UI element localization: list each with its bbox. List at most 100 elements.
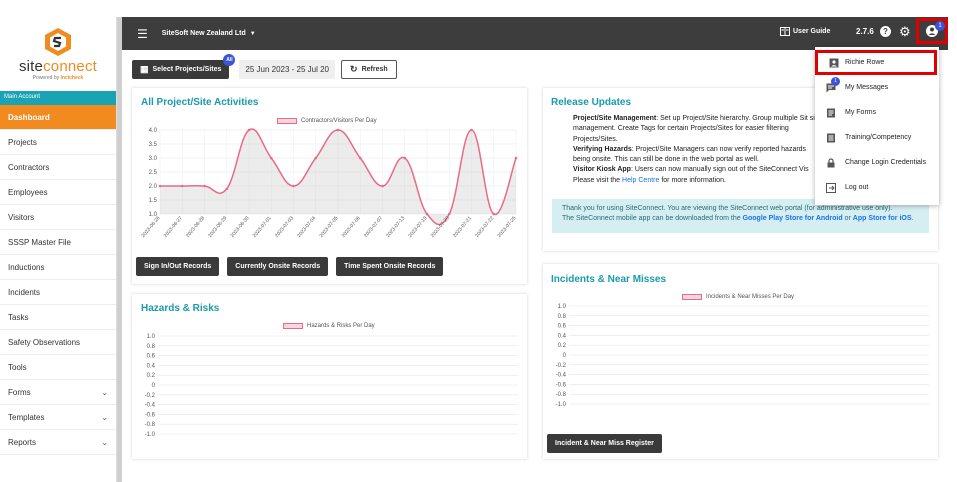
sidebar-item-sssp-master-file[interactable]: SSSP Master File xyxy=(0,230,116,255)
y-tick-label: -0.2 xyxy=(145,393,156,399)
x-tick-label: 2023-06-30 xyxy=(229,215,250,239)
data-point[interactable] xyxy=(269,156,273,160)
user-menu-item-my-forms[interactable]: My Forms xyxy=(815,100,939,125)
sidebar-item-inductions[interactable]: Inductions xyxy=(0,255,116,280)
incidents-chart: 1.0 0.8 0.6 0.4 0.2 0 -0.2 -0.4 -0.6 -0.8 -1.0 xyxy=(556,304,929,408)
top-bar: ☰ SiteSoft New Zealand Ltd ▼ User Guide … xyxy=(122,17,948,50)
data-point[interactable] xyxy=(203,184,206,188)
y-tick-label: 3.0 xyxy=(149,156,158,162)
sidebar-item-incidents[interactable]: Incidents xyxy=(0,280,116,305)
user-menu-label: Change Login Credentials xyxy=(845,159,926,166)
app-store-link[interactable]: App Store for iOS xyxy=(852,215,912,222)
sidebar-item-label: Projects xyxy=(8,137,37,147)
help-icon[interactable]: ? xyxy=(880,26,891,37)
user-menu-item-change-login-credentials[interactable]: Change Login Credentials xyxy=(815,150,939,175)
message-count-badge: 1 xyxy=(831,76,840,86)
x-tick-label: 2023-07-06 xyxy=(341,215,362,239)
data-point[interactable] xyxy=(447,212,451,216)
sidebar-item-visitors[interactable]: Visitors xyxy=(0,205,116,230)
data-point[interactable] xyxy=(158,184,162,188)
help-centre-link[interactable]: Help Centre xyxy=(622,176,660,184)
y-tick-label: 0.8 xyxy=(147,344,156,350)
sidebar-item-forms[interactable]: Forms ⌄ xyxy=(0,380,116,405)
data-point[interactable] xyxy=(425,212,429,216)
user-account-button[interactable]: 1 xyxy=(916,18,948,44)
user-menu-item-training-competency[interactable]: Training/Competency xyxy=(815,125,939,150)
select-projects-button[interactable]: ▦ Select Projects/Sites All xyxy=(132,54,236,79)
data-point[interactable] xyxy=(358,156,362,160)
sidebar-scrollbar[interactable] xyxy=(117,17,122,482)
chevron-down-icon[interactable]: ▼ xyxy=(249,30,256,37)
sidebar-item-label: Templates xyxy=(8,412,45,422)
sidebar-item-reports[interactable]: Reports ⌄ xyxy=(0,430,116,455)
user-menu-item-log-out[interactable]: Log out xyxy=(815,175,939,200)
sidebar-item-contractors[interactable]: Contractors xyxy=(0,155,116,180)
data-point[interactable] xyxy=(492,212,496,216)
sidebar-item-dashboard[interactable]: Dashboard xyxy=(0,105,116,130)
info-line: Thank you for using SiteConnect. You are… xyxy=(562,205,893,212)
y-tick-label: -0.6 xyxy=(145,412,156,418)
select-projects-label: Select Projects/Sites xyxy=(152,66,222,73)
logo: siteconnect Powered by Incicheck xyxy=(0,17,116,91)
user-guide-label: User Guide xyxy=(793,28,831,35)
refresh-button[interactable]: ↻ Refresh xyxy=(341,60,397,79)
sidebar-item-tools[interactable]: Tools xyxy=(0,355,116,380)
sidebar-item-templates[interactable]: Templates ⌄ xyxy=(0,405,116,430)
hazards-card xyxy=(132,294,527,459)
sign-in-out-records-button[interactable]: Sign In/Out Records xyxy=(136,257,220,276)
data-point[interactable] xyxy=(314,156,318,160)
y-tick-label: 2.5 xyxy=(149,170,158,176)
legend-label: Incidents & Near Misses Per Day xyxy=(706,294,795,300)
x-tick-label: 2023-07-22 xyxy=(474,215,495,239)
data-point[interactable] xyxy=(225,187,229,191)
incident-register-button[interactable]: Incident & Near Miss Register xyxy=(547,434,662,453)
sidebar-item-projects[interactable]: Projects xyxy=(0,130,116,155)
data-point[interactable] xyxy=(514,156,518,160)
data-point[interactable] xyxy=(247,128,251,132)
y-tick-label: -0.2 xyxy=(556,363,567,369)
activities-legend[interactable]: Contractors/Visitors Per Day xyxy=(277,118,377,124)
x-tick-label: 2023-07-13 xyxy=(385,215,406,239)
hazards-legend[interactable]: Hazards & Risks Per Day xyxy=(283,323,375,329)
user-menu-label: My Forms xyxy=(845,109,877,116)
data-point[interactable] xyxy=(180,184,184,188)
user-menu-label: Training/Competency xyxy=(845,134,912,141)
user-menu-label: My Messages xyxy=(845,84,889,91)
sidebar-item-safety-observations[interactable]: Safety Observations xyxy=(0,330,116,355)
refresh-label: Refresh xyxy=(361,66,388,73)
date-range-field[interactable]: 25 Jun 2023 - 25 Jul 20 xyxy=(239,60,336,79)
data-point[interactable] xyxy=(292,184,295,188)
x-tick-label: 2023-06-29 xyxy=(207,215,228,239)
google-play-link[interactable]: Google Play Store for Android xyxy=(742,215,843,222)
sidebar-item-label: Safety Observations xyxy=(8,337,81,347)
sidebar-item-label: Incidents xyxy=(8,287,41,297)
incidents-legend[interactable]: Incidents & Near Misses Per Day xyxy=(682,294,794,300)
data-point[interactable] xyxy=(381,184,384,188)
y-tick-label: -1.0 xyxy=(556,402,567,408)
x-tick-label: 2023-07-04 xyxy=(296,215,317,239)
user-guide-link[interactable]: User Guide xyxy=(780,27,830,36)
data-point[interactable] xyxy=(336,128,340,132)
x-tick-label: 2023-06-27 xyxy=(163,215,184,239)
menu-icon[interactable]: ☰ xyxy=(137,26,148,41)
sidebar-item-label: Forms xyxy=(8,387,31,397)
release-item: Visitor Kiosk App: Users can now manuall… xyxy=(573,165,823,175)
y-tick-label: 1.5 xyxy=(149,198,158,204)
sidebar-item-employees[interactable]: Employees xyxy=(0,180,116,205)
user-menu-item-richie-rowe[interactable]: Richie Rowe xyxy=(815,50,937,75)
x-tick-label: 2023-07-25 xyxy=(496,215,517,239)
currently-onsite-records-button[interactable]: Currently Onsite Records xyxy=(227,257,329,276)
sidebar-item-tasks[interactable]: Tasks xyxy=(0,305,116,330)
data-point[interactable] xyxy=(403,156,407,160)
gear-icon[interactable]: ⚙ xyxy=(899,24,911,39)
company-selector[interactable]: SiteSoft New Zealand Ltd xyxy=(161,30,246,37)
data-point[interactable] xyxy=(470,128,473,132)
y-tick-label: -0.6 xyxy=(556,382,567,388)
user-menu-item-my-messages[interactable]: 1 My Messages xyxy=(815,75,939,100)
sidebar-item-label: SSSP Master File xyxy=(8,237,71,247)
y-tick-label: -0.4 xyxy=(145,403,156,409)
y-tick-label: 0 xyxy=(152,383,156,389)
time-spent-onsite-records-button[interactable]: Time Spent Onsite Records xyxy=(336,257,444,276)
sidebar-item-label: Tools xyxy=(8,362,27,372)
